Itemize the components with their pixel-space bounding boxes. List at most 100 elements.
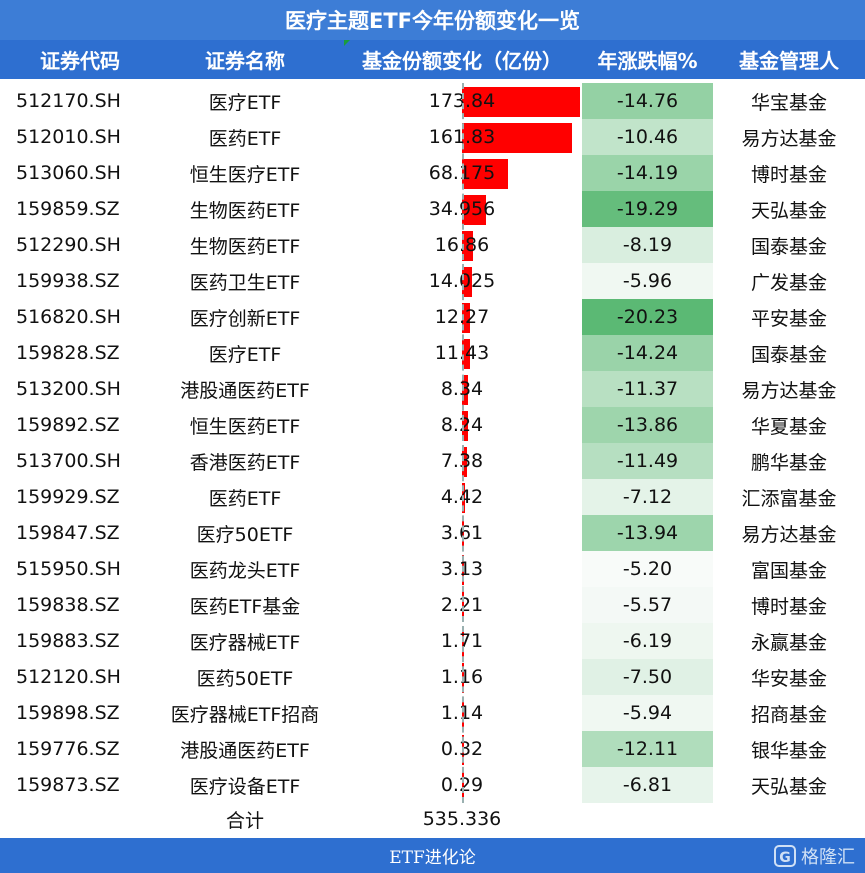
code-cell: 516820.SH bbox=[16, 306, 121, 328]
table-row: 159838.SZ 医药ETF基金 2.21 -5.57 博时基金 bbox=[0, 587, 865, 623]
name-cell: 医疗ETF bbox=[208, 343, 282, 366]
table-row: 513060.SH 恒生医疗ETF 68.175 -14.19 博时基金 bbox=[0, 155, 865, 191]
change-value: 161.83 bbox=[428, 126, 496, 148]
code-cell: 513060.SH bbox=[16, 162, 121, 184]
table-row: 159929.SZ 医药ETF 4.42 -7.12 汇添富基金 bbox=[0, 479, 865, 515]
change-bar bbox=[462, 303, 470, 333]
table-row: 159892.SZ 恒生医药ETF 8.24 -13.86 华夏基金 bbox=[0, 407, 865, 443]
pct-cell: -13.94 bbox=[582, 515, 713, 551]
change-cell: 68.175 bbox=[344, 155, 580, 191]
change-value: 34.956 bbox=[428, 198, 496, 220]
name-cell: 医药卫生ETF bbox=[189, 271, 301, 294]
total-label: 合计 bbox=[225, 809, 264, 832]
logo-icon: G bbox=[774, 844, 796, 867]
pct-cell: -7.50 bbox=[582, 659, 713, 695]
name-cell: 医疗创新ETF bbox=[189, 307, 301, 330]
code-cell: 159883.SZ bbox=[16, 630, 120, 652]
bar-axis-line bbox=[462, 83, 464, 803]
code-cell: 512290.SH bbox=[16, 234, 121, 256]
name-cell: 医疗50ETF bbox=[196, 523, 294, 546]
pct-cell: -8.19 bbox=[582, 227, 713, 263]
table-row: 159828.SZ 医疗ETF 11.43 -14.24 国泰基金 bbox=[0, 335, 865, 371]
change-bar bbox=[462, 159, 508, 189]
manager-cell: 博时基金 bbox=[750, 163, 827, 186]
change-bar bbox=[462, 339, 470, 369]
manager-cell: 易方达基金 bbox=[741, 379, 837, 402]
name-cell: 医疗设备ETF bbox=[189, 775, 301, 798]
pct-cell: -14.24 bbox=[582, 335, 713, 371]
table-row: 512290.SH 生物医药ETF 16.86 -8.19 国泰基金 bbox=[0, 227, 865, 263]
change-bar bbox=[462, 411, 468, 441]
change-cell: 34.956 bbox=[344, 191, 580, 227]
pct-cell: -13.86 bbox=[582, 407, 713, 443]
total-row: 合计 535.336 bbox=[0, 801, 865, 837]
pct-cell: -11.37 bbox=[582, 371, 713, 407]
pct-cell: -7.12 bbox=[582, 479, 713, 515]
table-row: 512170.SH 医疗ETF 173.84 -14.76 华宝基金 bbox=[0, 83, 865, 119]
pct-cell: -5.96 bbox=[582, 263, 713, 299]
pct-cell: -14.19 bbox=[582, 155, 713, 191]
code-cell: 159892.SZ bbox=[16, 414, 120, 436]
name-cell: 医药50ETF bbox=[196, 667, 294, 690]
pct-cell: -10.46 bbox=[582, 119, 713, 155]
change-bar bbox=[462, 231, 473, 261]
pct-cell: -5.57 bbox=[582, 587, 713, 623]
logo-text: 格隆汇 bbox=[801, 846, 855, 868]
pct-cell: -6.19 bbox=[582, 623, 713, 659]
change-bar bbox=[462, 123, 572, 153]
table-header: 证券代码 证券名称 基金份额变化（亿份） 年涨跌幅% 基金管理人 bbox=[0, 40, 865, 79]
header-change: 基金份额变化（亿份） bbox=[362, 49, 562, 73]
table-row: 159776.SZ 港股通医药ETF 0.32 -12.11 银华基金 bbox=[0, 731, 865, 767]
manager-cell: 国泰基金 bbox=[750, 343, 827, 366]
code-cell: 159847.SZ bbox=[16, 522, 120, 544]
code-cell: 159828.SZ bbox=[16, 342, 120, 364]
code-cell: 159859.SZ bbox=[16, 198, 120, 220]
pct-cell: -20.23 bbox=[582, 299, 713, 335]
header-pct: 年涨跌幅% bbox=[597, 49, 698, 73]
code-cell: 512170.SH bbox=[16, 90, 121, 112]
change-bar bbox=[462, 447, 467, 477]
manager-cell: 汇添富基金 bbox=[741, 487, 837, 510]
change-cell: 14.025 bbox=[344, 263, 580, 299]
name-cell: 医疗ETF bbox=[208, 91, 282, 114]
change-bar bbox=[462, 267, 472, 297]
table-row: 159873.SZ 医疗设备ETF 0.29 -6.81 天弘基金 bbox=[0, 767, 865, 803]
name-cell: 医药ETF bbox=[208, 487, 282, 510]
table-row: 512120.SH 医药50ETF 1.16 -7.50 华安基金 bbox=[0, 659, 865, 695]
page-title: 医疗主题ETF今年份额变化一览 bbox=[0, 0, 865, 40]
change-bar bbox=[462, 195, 486, 225]
manager-cell: 招商基金 bbox=[750, 703, 827, 726]
change-bar bbox=[462, 375, 468, 405]
table-row: 516820.SH 医疗创新ETF 12.27 -20.23 平安基金 bbox=[0, 299, 865, 335]
code-cell: 159776.SZ bbox=[16, 738, 120, 760]
total-value: 535.336 bbox=[422, 808, 502, 830]
code-cell: 515950.SH bbox=[16, 558, 121, 580]
table-row: 515950.SH 医药龙头ETF 3.13 -5.20 富国基金 bbox=[0, 551, 865, 587]
comment-marker-icon bbox=[344, 40, 350, 46]
name-cell: 香港医药ETF bbox=[189, 451, 301, 474]
code-cell: 159929.SZ bbox=[16, 486, 120, 508]
code-cell: 159838.SZ bbox=[16, 594, 120, 616]
manager-cell: 易方达基金 bbox=[741, 523, 837, 546]
name-cell: 恒生医疗ETF bbox=[189, 163, 301, 186]
header-code: 证券代码 bbox=[40, 49, 120, 73]
table-row: 159847.SZ 医疗50ETF 3.61 -13.94 易方达基金 bbox=[0, 515, 865, 551]
header-manager: 基金管理人 bbox=[739, 49, 839, 73]
brand-logo: G 格隆汇 bbox=[774, 838, 855, 873]
table-row: 159883.SZ 医疗器械ETF 1.71 -6.19 永赢基金 bbox=[0, 623, 865, 659]
table-row: 512010.SH 医药ETF 161.83 -10.46 易方达基金 bbox=[0, 119, 865, 155]
code-cell: 513200.SH bbox=[16, 378, 121, 400]
code-cell: 512010.SH bbox=[16, 126, 121, 148]
change-value: 68.175 bbox=[428, 162, 496, 184]
name-cell: 生物医药ETF bbox=[189, 199, 301, 222]
code-cell: 159898.SZ bbox=[16, 702, 120, 724]
name-cell: 医药龙头ETF bbox=[189, 559, 301, 582]
pct-cell: -14.76 bbox=[582, 83, 713, 119]
name-cell: 医疗器械ETF招商 bbox=[170, 703, 320, 726]
code-cell: 512120.SH bbox=[16, 666, 121, 688]
manager-cell: 华夏基金 bbox=[750, 415, 827, 438]
pct-cell: -5.94 bbox=[582, 695, 713, 731]
table-row: 159938.SZ 医药卫生ETF 14.025 -5.96 广发基金 bbox=[0, 263, 865, 299]
change-bar bbox=[462, 87, 580, 117]
manager-cell: 天弘基金 bbox=[750, 199, 827, 222]
